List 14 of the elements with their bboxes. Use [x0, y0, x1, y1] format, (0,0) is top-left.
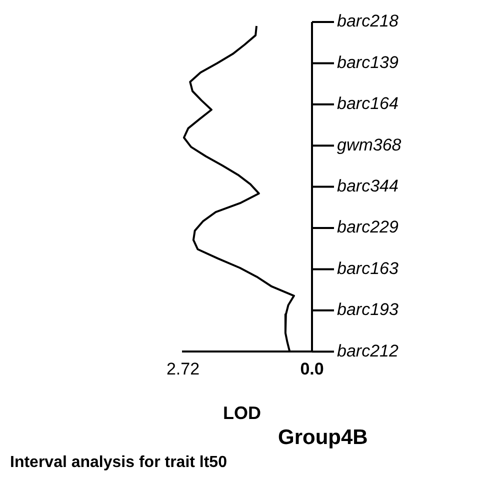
- text: barc163: [337, 258, 399, 278]
- text: Group4B: [278, 426, 368, 450]
- text: barc212: [337, 341, 399, 360]
- x-axis-title: LOD: [223, 403, 261, 424]
- text: barc164: [337, 94, 398, 114]
- text: barc229: [337, 218, 399, 237]
- text: barc344: [337, 176, 398, 196]
- x-tick-label: 2.72: [166, 359, 200, 378]
- x-tick-label: 0.0: [300, 359, 324, 378]
- text: Interval analysis for trait lt50: [10, 454, 227, 472]
- text: barc218: [337, 12, 399, 31]
- text: barc193: [337, 300, 399, 320]
- text: barc139: [337, 52, 399, 72]
- text: gwm368: [337, 135, 402, 154]
